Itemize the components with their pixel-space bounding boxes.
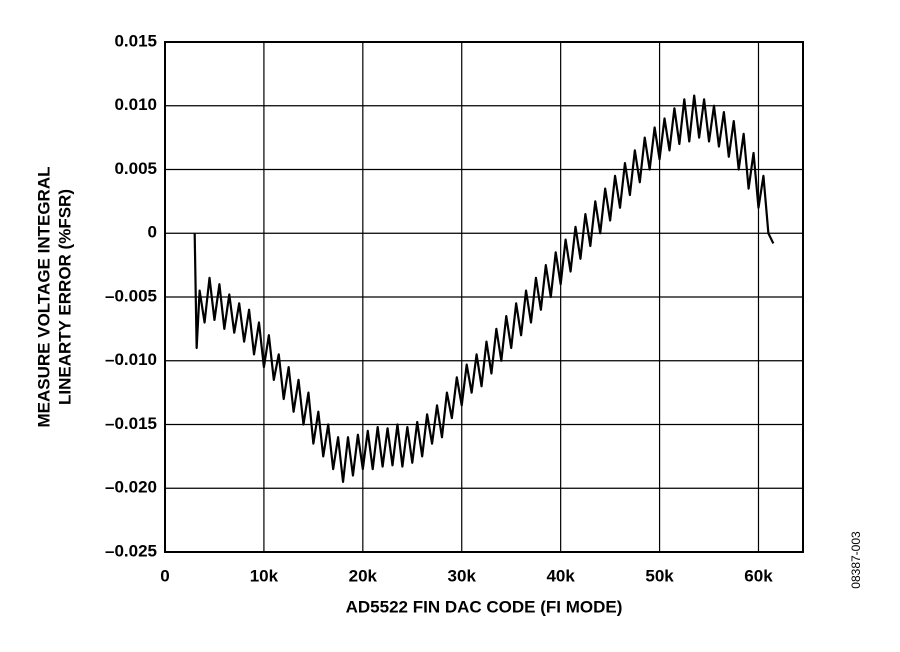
y-axis-label: LINEARTY ERROR (%FSR) xyxy=(55,189,74,405)
data-line xyxy=(193,94,775,483)
y-tick-label: 0.005 xyxy=(114,159,157,178)
figure-id: 08387-003 xyxy=(849,531,863,589)
y-tick-label: –0.015 xyxy=(105,414,157,433)
y-tick-label: 0.015 xyxy=(114,31,157,50)
plot-frame xyxy=(164,41,804,553)
y-tick-label: –0.010 xyxy=(105,350,157,369)
x-tick-label: 60k xyxy=(744,566,773,585)
y-axis-label: MEASURE VOLTAGE INTEGRAL xyxy=(34,167,53,428)
y-tick-label: –0.005 xyxy=(105,286,157,305)
x-tick-label: 20k xyxy=(349,566,378,585)
y-tick-label: –0.020 xyxy=(105,478,157,497)
x-tick-label: 10k xyxy=(250,566,279,585)
y-tick-label: 0.010 xyxy=(114,95,157,114)
y-tick-label: –0.025 xyxy=(105,541,157,560)
x-tick-label: 50k xyxy=(645,566,674,585)
x-tick-label: 40k xyxy=(546,566,575,585)
x-tick-label: 30k xyxy=(448,566,477,585)
y-tick-label: 0 xyxy=(148,223,157,242)
x-axis-label: AD5522 FIN DAC CODE (FI MODE) xyxy=(346,597,623,616)
x-tick-label: 0 xyxy=(160,566,169,585)
